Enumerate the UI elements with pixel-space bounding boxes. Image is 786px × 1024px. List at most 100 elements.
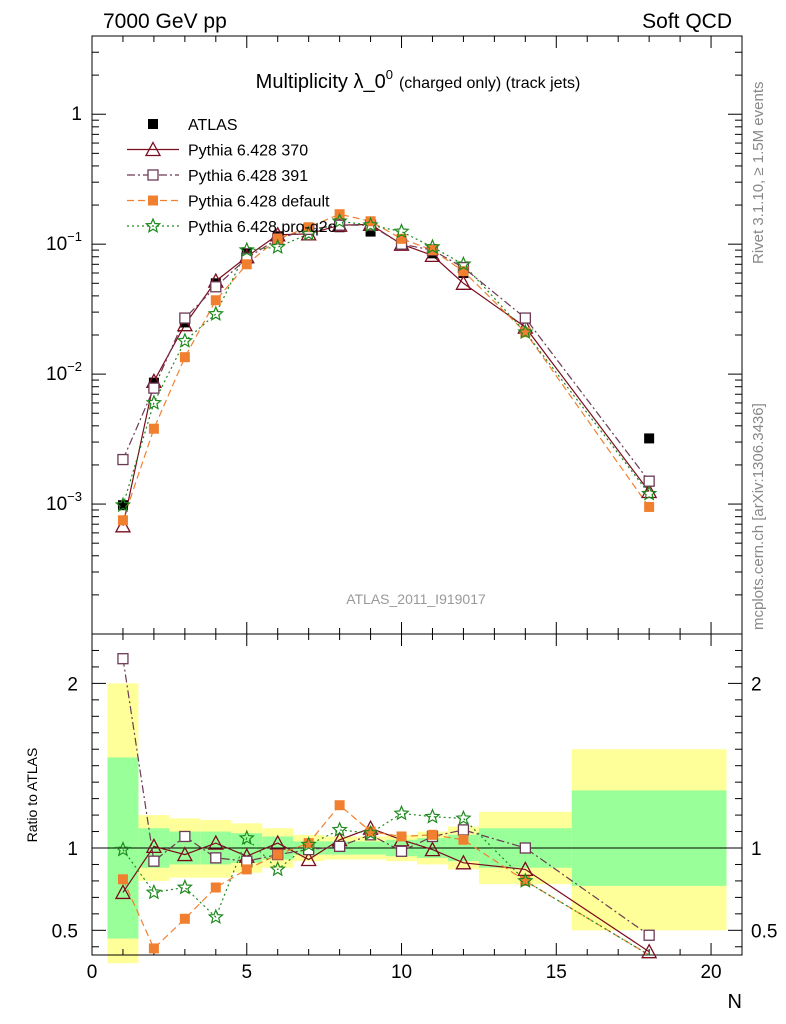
y-tick-label-base: 10 (46, 364, 67, 385)
chart-title: Multiplicity λ_00 (charged only) (track j… (256, 67, 581, 93)
ratio-point (114, 841, 132, 857)
main-point (269, 238, 286, 254)
main-series-line-4 (122, 220, 650, 506)
ratio-series-line-1 (122, 658, 650, 936)
main-point (148, 382, 160, 394)
main-point (519, 312, 531, 324)
green-band-13 (571, 790, 727, 886)
ratio-point (148, 855, 160, 867)
ratio-uncertainty-bands (107, 683, 727, 964)
ratio-point (207, 834, 224, 850)
y-tick-label: 1 (71, 104, 82, 125)
ratio-point (300, 851, 317, 867)
legend-label-0: ATLAS (188, 117, 238, 134)
main-point (365, 216, 376, 227)
ratio-point (331, 821, 348, 837)
main-point (207, 305, 225, 321)
ratio-point (519, 842, 531, 854)
main-point (333, 219, 346, 231)
y-tick-label-base: 10 (46, 494, 67, 515)
ratio-point (148, 943, 159, 954)
ratio-point (145, 883, 163, 900)
ratio-point (238, 829, 255, 846)
ratio-y-tick-label-left: 1 (67, 839, 78, 860)
main-point (644, 501, 655, 512)
ratio-point (334, 800, 345, 811)
main-point (393, 223, 410, 239)
legend-marker-1 (144, 141, 162, 157)
legend-marker-3 (148, 195, 158, 206)
ratio-series-line-3 (122, 812, 650, 956)
ratio-point (643, 929, 655, 941)
y-tick-label-exponent: −3 (67, 489, 82, 504)
legend-marker-4 (144, 217, 162, 233)
ratio-point (517, 872, 534, 888)
ratio-point (210, 852, 222, 864)
y-tick-label: 10−1 (46, 229, 82, 255)
ratio-y-tick-label-right: 2 (751, 674, 762, 695)
ratio-point (393, 804, 410, 821)
main-series-line-2 (122, 224, 650, 482)
series-markers (114, 209, 658, 959)
main-point (210, 295, 221, 306)
x-tick-label: 10 (391, 962, 412, 983)
legend-marker-0 (148, 119, 158, 129)
ratio-y-tick-label-right: 0.5 (751, 921, 777, 942)
ratio-y-tick-label-left: 2 (67, 674, 78, 695)
ratio-point (207, 908, 225, 925)
side-label-rivet: Rivet 3.1.10, ≥ 1.5M events (750, 82, 767, 265)
x-tick-label: 15 (546, 962, 567, 983)
ratio-plot-frame (91, 633, 743, 956)
x-tick-label: 20 (700, 962, 721, 983)
main-point (176, 316, 193, 332)
legend-marker-2 (147, 169, 159, 181)
ratio-point (114, 884, 132, 900)
ratio-point (457, 824, 470, 836)
main-point (517, 323, 534, 340)
ratio-point (396, 831, 407, 842)
legend-label-4: Pythia 6.428 pro-q2o (188, 219, 337, 236)
main-point (520, 327, 531, 338)
ratio-point (210, 882, 221, 893)
legend-label-3: Pythia 6.428 default (188, 194, 330, 211)
ratio-point (300, 836, 317, 852)
ratio-point (641, 943, 658, 959)
ratio-point (179, 830, 191, 843)
watermark-analysis-id: ATLAS_2011_I919017 (346, 591, 486, 607)
ratio-point (424, 808, 441, 824)
y-tick-label: 10−3 (46, 489, 82, 515)
y-tick-label: 10−2 (46, 359, 82, 385)
main-series-line-3 (122, 213, 650, 521)
text-labels: 7000 GeV pp Soft QCD Rivet 3.1.10, ≥ 1.5… (24, 10, 777, 1013)
chart-title-main: Multiplicity λ_0 (256, 71, 386, 93)
ratio-point (333, 840, 346, 853)
header-left-label: 7000 GeV pp (103, 10, 227, 33)
ratio-point (427, 829, 438, 840)
ratio-point (520, 875, 531, 886)
ratio-point (272, 849, 283, 860)
x-tick-label: 0 (87, 962, 98, 983)
main-point (114, 517, 132, 533)
ratio-point (176, 878, 193, 895)
main-point (117, 515, 128, 526)
side-label-mcplots: mcplots.cern.ch [arXiv:1306.3436] (750, 403, 767, 630)
main-point (241, 259, 252, 270)
ratio-point (424, 841, 441, 857)
header-right-label: Soft QCD (642, 10, 732, 33)
ratio-point (362, 824, 379, 841)
ratio-point (455, 809, 472, 826)
ratio-series-line-0 (122, 827, 650, 953)
legend-label-2: Pythia 6.428 391 (188, 168, 308, 185)
ratio-point (117, 874, 128, 885)
series-lines (122, 213, 650, 956)
main-point (644, 433, 655, 444)
ratio-point (365, 826, 376, 837)
main-point (331, 212, 348, 229)
main-point (176, 332, 193, 348)
main-point (148, 423, 159, 434)
main-point (455, 255, 472, 272)
main-point (362, 216, 379, 233)
y-tick-label-exponent: −1 (67, 229, 82, 244)
ratio-point (458, 834, 469, 845)
